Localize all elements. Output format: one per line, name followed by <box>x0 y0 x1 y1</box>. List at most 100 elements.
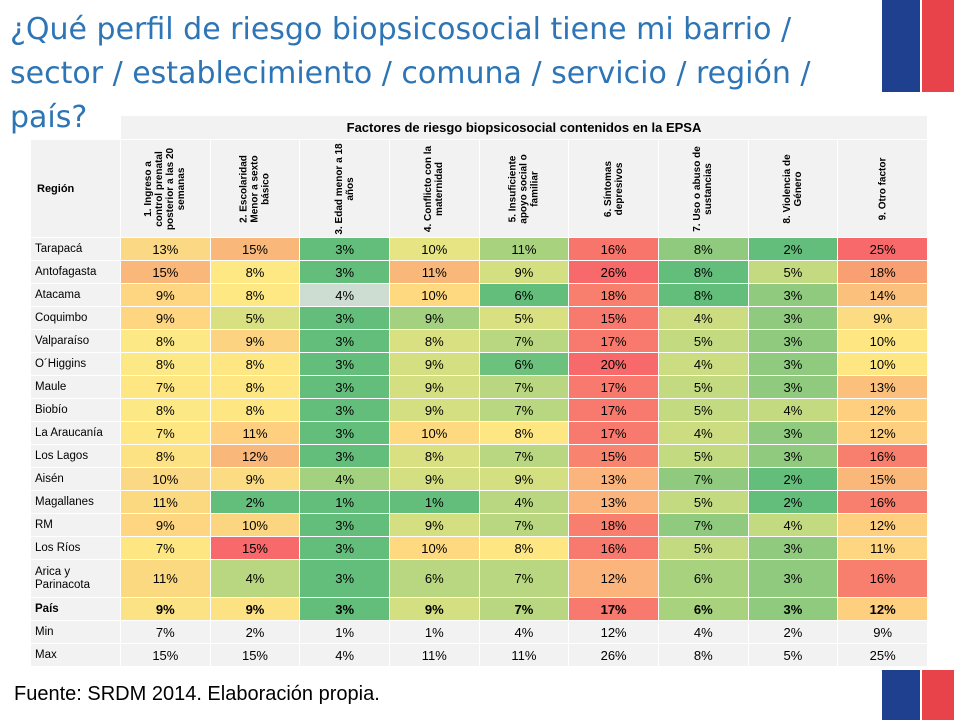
value-cell: 2% <box>209 490 301 514</box>
value-cell: 7% <box>478 444 570 468</box>
value-cell: 15% <box>209 643 301 667</box>
region-name-cell: Valparaíso <box>30 329 121 353</box>
value-cell: 9% <box>120 283 211 307</box>
value-cell: 4% <box>299 643 390 667</box>
value-cell: 15% <box>568 306 659 330</box>
value-cell: 5% <box>657 536 749 560</box>
value-cell: 8% <box>657 237 749 261</box>
value-cell: 11% <box>478 237 570 261</box>
value-cell: 15% <box>209 536 301 560</box>
table-row: Valparaíso 8% 9% 3% 8% 7% 17% 5% 3% 10% <box>30 329 928 353</box>
value-cell: 3% <box>299 375 390 399</box>
value-cell: 12% <box>837 421 928 445</box>
value-cell: 8% <box>120 398 211 422</box>
value-cell: 15% <box>568 444 659 468</box>
region-name-cell: Biobío <box>30 398 121 422</box>
value-cell: 6% <box>478 352 570 376</box>
value-cell: 9% <box>837 620 928 644</box>
value-cell: 4% <box>478 620 570 644</box>
value-cell: 16% <box>837 559 928 598</box>
region-name-cell: RM <box>30 513 121 537</box>
value-cell: 9% <box>120 597 211 621</box>
value-cell: 17% <box>568 597 659 621</box>
value-cell: 4% <box>299 467 390 491</box>
factor-column-label: 4. Conflicto con la maternidad <box>423 145 446 232</box>
factor-column-header: 8. Violencia de Género <box>747 139 839 238</box>
value-cell: 20% <box>568 352 659 376</box>
value-cell: 15% <box>837 467 928 491</box>
value-cell: 1% <box>299 620 390 644</box>
value-cell: 1% <box>388 620 480 644</box>
value-cell: 14% <box>837 283 928 307</box>
value-cell: 9% <box>120 513 211 537</box>
value-cell: 3% <box>747 559 839 598</box>
region-name-cell: Maule <box>30 375 121 399</box>
table-row: Maule 7% 8% 3% 9% 7% 17% 5% 3% 13% <box>30 375 928 399</box>
value-cell: 8% <box>657 260 749 284</box>
value-cell: 8% <box>209 283 301 307</box>
region-name-cell: Tarapacá <box>30 237 121 261</box>
factor-column-label: 3. Edad menor a 18 años <box>333 142 356 235</box>
value-cell: 11% <box>209 421 301 445</box>
region-name-cell: Atacama <box>30 283 121 307</box>
value-cell: 2% <box>747 467 839 491</box>
value-cell: 9% <box>837 306 928 330</box>
value-cell: 3% <box>299 536 390 560</box>
factor-column-header: 4. Conflicto con la maternidad <box>388 139 480 238</box>
value-cell: 16% <box>568 536 659 560</box>
table-row: Min 7% 2% 1% 1% 4% 12% 4% 2% 9% <box>30 620 928 644</box>
region-name-cell: Los Lagos <box>30 444 121 468</box>
value-cell: 10% <box>209 513 301 537</box>
value-cell: 4% <box>747 398 839 422</box>
value-cell: 3% <box>299 329 390 353</box>
factor-column-header: 1. Ingreso a control prenatal posterior … <box>120 139 211 238</box>
value-cell: 2% <box>747 490 839 514</box>
value-cell: 5% <box>478 306 570 330</box>
value-cell: 5% <box>209 306 301 330</box>
value-cell: 15% <box>120 643 211 667</box>
value-cell: 7% <box>120 375 211 399</box>
value-cell: 3% <box>747 306 839 330</box>
value-cell: 17% <box>568 329 659 353</box>
value-cell: 6% <box>478 283 570 307</box>
value-cell: 9% <box>120 306 211 330</box>
value-cell: 7% <box>657 513 749 537</box>
region-name-cell: La Araucanía <box>30 421 121 445</box>
value-cell: 8% <box>388 444 480 468</box>
value-cell: 18% <box>568 513 659 537</box>
factor-column-label: 8. Violencia de Género <box>781 153 804 224</box>
value-cell: 16% <box>837 490 928 514</box>
value-cell: 11% <box>120 490 211 514</box>
table-row: Los Lagos 8% 12% 3% 8% 7% 15% 5% 3% 16% <box>30 444 928 468</box>
value-cell: 3% <box>747 444 839 468</box>
factor-column-header: 5. Insuficiente apoyo social o familiar <box>478 139 570 238</box>
table-row: Aisén 10% 9% 4% 9% 9% 13% 7% 2% 15% <box>30 467 928 491</box>
value-cell: 9% <box>388 306 480 330</box>
value-cell: 3% <box>299 444 390 468</box>
value-cell: 9% <box>388 467 480 491</box>
value-cell: 11% <box>120 559 211 598</box>
value-cell: 4% <box>299 283 390 307</box>
value-cell: 13% <box>568 467 659 491</box>
value-cell: 2% <box>747 620 839 644</box>
table-row: La Araucanía 7% 11% 3% 10% 8% 17% 4% 3% 12% <box>30 421 928 445</box>
risk-factor-table-container: Factores de riesgo biopsicosocial conten… <box>30 115 928 667</box>
value-cell: 13% <box>568 490 659 514</box>
value-cell: 4% <box>657 421 749 445</box>
factor-column-header: 3. Edad menor a 18 años <box>299 139 390 238</box>
value-cell: 8% <box>209 398 301 422</box>
value-cell: 10% <box>388 237 480 261</box>
value-cell: 9% <box>388 398 480 422</box>
value-cell: 4% <box>209 559 301 598</box>
value-cell: 11% <box>478 643 570 667</box>
page-title: ¿Qué perfil de riesgo biopsicosocial tie… <box>10 12 811 135</box>
region-name-cell: Max <box>30 643 121 667</box>
value-cell: 3% <box>299 398 390 422</box>
region-name-cell: Los Ríos <box>30 536 121 560</box>
value-cell: 9% <box>388 352 480 376</box>
value-cell: 26% <box>568 643 659 667</box>
value-cell: 3% <box>299 513 390 537</box>
value-cell: 5% <box>657 398 749 422</box>
value-cell: 3% <box>747 597 839 621</box>
value-cell: 15% <box>209 237 301 261</box>
